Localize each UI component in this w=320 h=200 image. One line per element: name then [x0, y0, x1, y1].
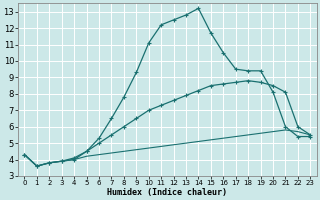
X-axis label: Humidex (Indice chaleur): Humidex (Indice chaleur) — [108, 188, 228, 197]
